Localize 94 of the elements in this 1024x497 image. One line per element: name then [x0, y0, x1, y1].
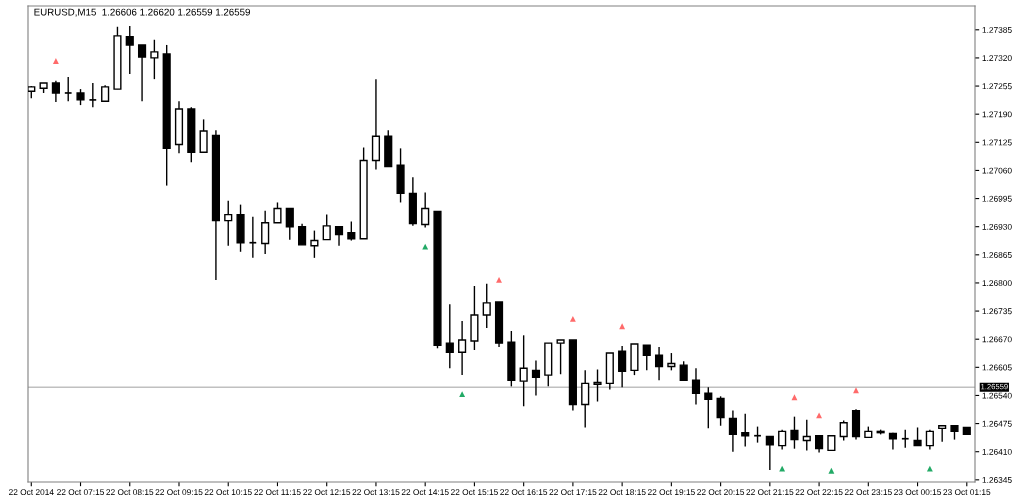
x-tick-label: 22 Oct 15:15: [450, 489, 498, 496]
candlestick: [273, 201, 282, 224]
candlestick: [137, 44, 147, 102]
y-tick-label: 1.26670: [982, 336, 1012, 343]
x-tick-label: 22 Oct 11:15: [254, 489, 301, 496]
candlestick: [618, 345, 627, 388]
x-tick-label: 22 Oct 23:15: [844, 489, 892, 496]
candlestick: [839, 419, 848, 442]
point: [926, 465, 933, 472]
x-tick-label: 22 Oct 19:15: [647, 489, 695, 496]
candlestick: [654, 346, 664, 382]
y-tick-label: 1.27320: [982, 55, 1012, 62]
x-tick-label: 22 Oct 21:15: [746, 489, 794, 496]
candlestick: [531, 359, 541, 397]
candlestick: [347, 220, 356, 242]
x-tick-label: 22 Oct 12:15: [303, 489, 351, 496]
candlestick: [556, 339, 565, 375]
candlestick: [285, 207, 294, 241]
point: [569, 315, 576, 322]
candlestick: [778, 428, 787, 451]
y-tick-label: 1.27125: [982, 139, 1012, 146]
candlestick: [445, 303, 454, 369]
point: [459, 391, 466, 398]
point: [791, 394, 798, 401]
candlestick: [728, 409, 737, 453]
y-tick-label: 1.26410: [982, 448, 1012, 455]
candlestick: [334, 225, 344, 247]
candlestick: [298, 222, 307, 246]
candlestick: [482, 283, 491, 329]
x-tick-label: 22 Oct 09:15: [155, 489, 203, 496]
candlestick: [421, 191, 430, 229]
candlestick: [704, 386, 713, 430]
y-tick-label: 1.26605: [982, 364, 1012, 371]
y-tick-label: 1.26995: [982, 195, 1012, 202]
candlestick: [913, 426, 922, 447]
chart-title: EURUSD,M15 1.26606 1.26620 1.26559 1.26559: [34, 8, 250, 17]
y-tick-label: 1.27385: [982, 27, 1012, 33]
candlestick: [150, 39, 159, 80]
candlestick: [741, 412, 750, 448]
y-tick-label: 1.26930: [982, 223, 1012, 230]
x-tick-label: 22 Oct 14:15: [401, 489, 449, 496]
point: [853, 387, 859, 394]
candlestick: [888, 431, 898, 451]
y-tick-label: 1.27060: [982, 167, 1012, 174]
x-tick-label: 22 Oct 13:15: [352, 489, 400, 496]
x-tick-label: 23 Oct 00:15: [894, 489, 942, 496]
point: [828, 467, 835, 474]
x-tick-label: 22 Oct 22:15: [795, 489, 843, 496]
candlestick: [642, 344, 651, 372]
point: [52, 58, 59, 64]
candlestick: [790, 415, 799, 450]
point: [779, 465, 786, 472]
x-tick-label: 22 Oct 18:15: [598, 489, 646, 496]
candlestick: [51, 80, 60, 103]
candlestick: [322, 213, 331, 241]
y-tick-label: 1.27255: [982, 83, 1012, 90]
point: [422, 243, 429, 250]
x-tick-label: 22 Oct 07:15: [57, 489, 105, 496]
x-tick-label: 23 Oct 01:15: [943, 489, 991, 496]
candlestick: [458, 320, 467, 376]
candlestick: [938, 425, 947, 443]
point: [496, 276, 502, 283]
y-tick-label: 1.26865: [982, 252, 1012, 258]
x-tick-label: 22 Oct 10:15: [204, 489, 252, 496]
y-tick-label: 1.26735: [982, 308, 1012, 315]
x-tick-label: 22 Oct 17:15: [549, 489, 597, 496]
x-tick-label: 22 Oct 20:15: [697, 489, 745, 496]
candlestick: [63, 76, 73, 102]
candlestick: [593, 368, 602, 403]
candlestick: [224, 200, 233, 247]
candlestick: [125, 25, 134, 75]
candlestick: [901, 428, 910, 449]
candlestick: [581, 369, 590, 429]
candlestick: [310, 229, 319, 259]
y-tick-label: 1.27190: [982, 111, 1012, 118]
candlestick: [248, 216, 258, 259]
point: [619, 323, 626, 330]
y-tick-label: 1.26540: [982, 392, 1012, 399]
candlestick: [679, 360, 688, 382]
y-tick-label: 1.26475: [982, 420, 1012, 427]
candlestick: [765, 435, 774, 471]
candlestick: [925, 428, 934, 451]
candlestick: [261, 209, 270, 255]
x-tick-label: 22 Oct 08:15: [106, 489, 154, 496]
candlestick: [802, 418, 811, 452]
candlestick: [691, 367, 701, 406]
candlestick: [716, 395, 725, 427]
candlestick: [88, 82, 98, 108]
candlestick: [519, 334, 528, 407]
x-tick-label: 22 Oct 2014: [9, 489, 54, 496]
y-tick-label: 1.26345: [982, 477, 1012, 483]
candlestick: [199, 118, 208, 153]
x-tick-label: 22 Oct 16:15: [500, 489, 548, 496]
y-tick-label: 1.26800: [982, 280, 1012, 287]
